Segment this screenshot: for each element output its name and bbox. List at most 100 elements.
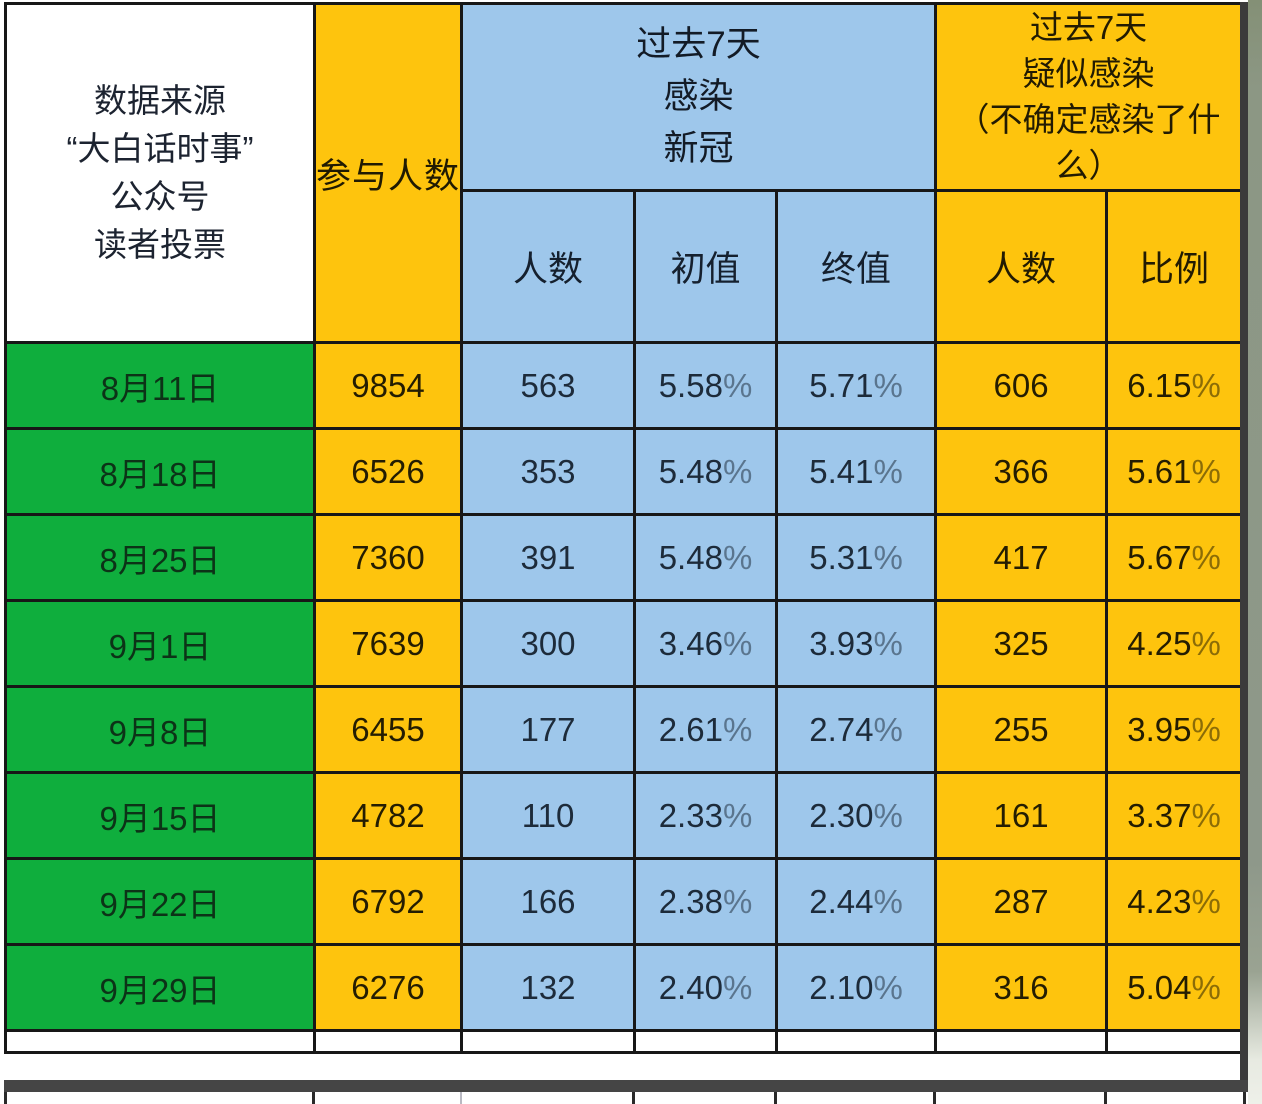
covid-count-cell: 110 <box>460 771 636 860</box>
covid-initial-cell: 5.48% <box>633 427 778 516</box>
covid-initial-cell: 5.58% <box>633 341 778 430</box>
percent-sign: % <box>1191 538 1221 576</box>
percent-sign: % <box>722 796 753 834</box>
header-line: 读者投票 <box>94 226 226 263</box>
covid-final-cell: 2.74% <box>774 685 938 774</box>
data-source-header-cell: 数据来源 “大白话时事” 公众号 读者投票 <box>4 2 316 344</box>
table-row: 8月11日 9854 563 5.58% 5.71% 606 6.15% <box>4 341 1244 430</box>
suspected-ratio-cell: 4.23% <box>1105 857 1244 946</box>
covid-count-cell: 391 <box>460 513 636 602</box>
percent-sign: % <box>722 882 753 920</box>
gridline-stub <box>632 1092 635 1104</box>
suspected-ratio-cell: 4.25% <box>1105 599 1244 688</box>
header-line: 疑似感染 <box>1022 55 1155 92</box>
gridline-stub <box>774 1092 777 1104</box>
covid-count-cell: 177 <box>460 685 636 774</box>
gridline-stub <box>460 1092 462 1104</box>
percent-sign: % <box>873 366 903 404</box>
header-line: （不确定感染了什 <box>956 101 1221 138</box>
percent-sign: % <box>722 968 753 1006</box>
suspected-ratio-cell: 5.67% <box>1105 513 1244 602</box>
empty-cell <box>934 1029 1109 1054</box>
percent-sign: % <box>873 710 903 748</box>
header-line: “大白话时事” <box>66 130 254 167</box>
suspected-count-cell: 366 <box>934 427 1109 516</box>
covid-initial-cell: 2.61% <box>633 685 778 774</box>
empty-cell <box>460 1029 636 1054</box>
percent-sign: % <box>722 710 753 748</box>
header-row-top: 数据来源 “大白话时事” 公众号 读者投票 参与人数 过去7天 感染 新冠 过去… <box>4 2 1244 344</box>
covid-count-cell: 353 <box>460 427 636 516</box>
empty-cell <box>774 1029 938 1054</box>
percent-sign: % <box>1191 366 1221 404</box>
suspected-ratio-cell: 3.95% <box>1105 685 1244 774</box>
suspected-count-subheader: 人数 <box>934 189 1109 344</box>
empty-cell <box>633 1029 778 1054</box>
empty-cell <box>4 1029 316 1054</box>
covid-count-cell: 166 <box>460 857 636 946</box>
table-row: 8月25日 7360 391 5.48% 5.31% 417 5.67% <box>4 513 1244 602</box>
suspected-count-cell: 161 <box>934 771 1109 860</box>
suspected-ratio-subheader: 比例 <box>1105 189 1244 344</box>
suspected-group-header: 过去7天 疑似感染 （不确定感染了什 么） <box>934 2 1244 192</box>
gridline-stub <box>4 1092 7 1104</box>
covid-final-subheader: 终值 <box>774 189 938 344</box>
header-line: 公众号 <box>110 178 210 215</box>
covid-group-header: 过去7天 感染 新冠 <box>459 2 938 192</box>
table-row: 8月18日 6526 353 5.48% 5.41% 366 5.61% <box>4 427 1244 516</box>
date-cell: 8月25日 <box>4 513 316 602</box>
percent-sign: % <box>873 452 903 490</box>
date-cell: 8月18日 <box>4 427 316 516</box>
header-row-sub: 人数 初值 终值 人数 比例 <box>6 189 1244 344</box>
header-line: 新冠 <box>663 129 734 168</box>
percent-sign: % <box>1191 624 1221 662</box>
date-cell: 9月22日 <box>4 857 316 946</box>
percent-sign: % <box>873 796 903 834</box>
covid-final-cell: 5.71% <box>774 341 938 430</box>
suspected-count-cell: 606 <box>934 341 1109 430</box>
covid-final-cell: 5.41% <box>774 427 938 516</box>
table-row: 9月1日 7639 300 3.46% 3.93% 325 4.25% <box>4 599 1244 688</box>
participants-cell: 7639 <box>313 599 463 688</box>
covid-initial-subheader: 初值 <box>633 189 778 344</box>
suspected-ratio-cell: 6.15% <box>1105 341 1244 430</box>
outside-background-strip <box>1248 0 1262 1104</box>
percent-sign: % <box>1191 968 1221 1006</box>
covid-final-cell: 3.93% <box>774 599 938 688</box>
covid-count-cell: 300 <box>460 599 636 688</box>
vote-data-table: 数据来源 “大白话时事” 公众号 读者投票 参与人数 过去7天 感染 新冠 过去… <box>4 2 1244 1054</box>
suspected-count-cell: 255 <box>934 685 1109 774</box>
percent-sign: % <box>1191 452 1221 490</box>
empty-row <box>4 1029 1244 1054</box>
gridline-stub <box>1104 1092 1107 1104</box>
participants-cell: 7360 <box>313 513 463 602</box>
percent-sign: % <box>722 452 753 490</box>
percent-sign: % <box>873 882 903 920</box>
suspected-ratio-cell: 5.61% <box>1105 427 1244 516</box>
percent-sign: % <box>722 366 753 404</box>
covid-initial-cell: 2.40% <box>633 943 778 1032</box>
covid-initial-cell: 2.33% <box>633 771 778 860</box>
suspected-count-cell: 316 <box>934 943 1109 1032</box>
covid-final-cell: 2.30% <box>774 771 938 860</box>
participants-cell: 9854 <box>313 341 463 430</box>
covid-initial-cell: 3.46% <box>633 599 778 688</box>
date-cell: 9月15日 <box>4 771 316 860</box>
percent-sign: % <box>873 624 903 662</box>
percent-sign: % <box>1191 710 1221 748</box>
covid-count-cell: 563 <box>460 341 636 430</box>
date-cell: 9月1日 <box>4 599 316 688</box>
header-line: 过去7天 <box>1029 9 1148 46</box>
percent-sign: % <box>1191 882 1221 920</box>
header-line: 过去7天 <box>636 25 761 64</box>
participants-cell: 6276 <box>313 943 463 1032</box>
empty-cell <box>313 1029 463 1054</box>
suspected-ratio-cell: 5.04% <box>1105 943 1244 1032</box>
percent-sign: % <box>722 538 753 576</box>
participants-cell: 6526 <box>313 427 463 516</box>
participants-cell: 4782 <box>313 771 463 860</box>
table-row: 9月29日 6276 132 2.40% 2.10% 316 5.04% <box>4 943 1244 1032</box>
participants-column-header: 参与人数 <box>313 2 463 344</box>
percent-sign: % <box>1191 796 1221 834</box>
table-thick-right-border <box>1240 2 1248 1092</box>
